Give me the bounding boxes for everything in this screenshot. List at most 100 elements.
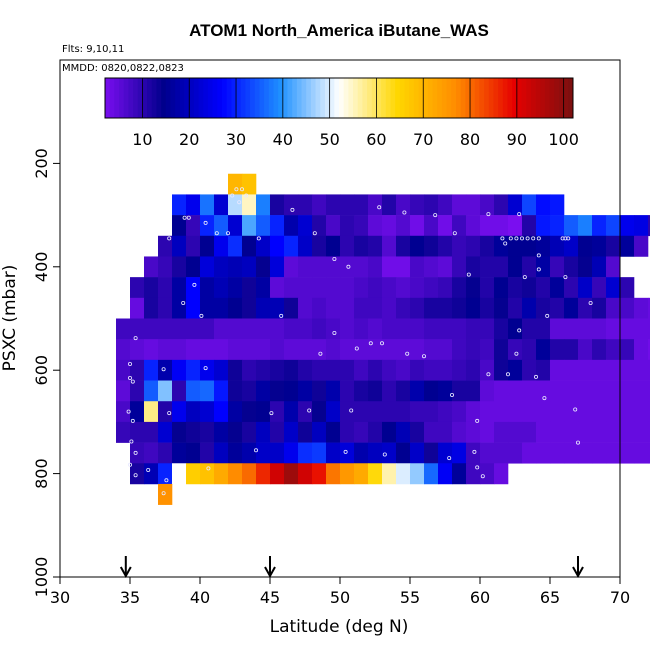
heatmap-cell xyxy=(326,235,341,257)
flight-marker-arrowhead xyxy=(119,566,132,579)
sample-point xyxy=(130,379,135,384)
heatmap-cell xyxy=(172,256,187,278)
dates-label: MMDD: 0820,0822,0823 xyxy=(62,63,184,74)
heatmap-cell xyxy=(130,297,145,319)
heatmap-cell xyxy=(452,359,467,381)
heatmap-cell xyxy=(186,297,201,319)
colorbar-segment xyxy=(156,78,162,118)
heatmap-cell xyxy=(284,380,299,402)
heatmap-cell xyxy=(228,297,243,319)
colorbar-segment xyxy=(175,78,181,118)
colorbar-segment xyxy=(320,78,326,118)
sample-point xyxy=(133,336,138,341)
colorbar-segment xyxy=(133,78,139,118)
heatmap-cell xyxy=(438,318,453,340)
heatmap-cell xyxy=(550,359,565,381)
heatmap-cell xyxy=(242,380,257,402)
heatmap-cell xyxy=(620,401,635,423)
heatmap-cell xyxy=(424,194,439,216)
heatmap-cell xyxy=(228,277,243,299)
heatmap-cell xyxy=(312,297,327,319)
sample-point xyxy=(368,341,373,346)
sample-point xyxy=(127,375,132,380)
heatmap-cell xyxy=(508,401,523,423)
heatmap-cell xyxy=(298,194,313,216)
heatmap-cell xyxy=(508,194,523,216)
heatmap-cell xyxy=(424,339,439,361)
heatmap-cell xyxy=(186,215,201,237)
sample-point xyxy=(402,210,407,215)
heatmap-cell xyxy=(368,442,383,464)
sample-point xyxy=(307,408,312,413)
heatmap-cell xyxy=(368,277,383,299)
heatmap-cell xyxy=(438,442,453,464)
colorbar-segment xyxy=(507,78,513,118)
heatmap-cell xyxy=(424,318,439,340)
heatmap-cell xyxy=(284,421,299,443)
heatmap-cell xyxy=(326,318,341,340)
sample-point xyxy=(161,491,166,496)
heatmap-cell xyxy=(494,297,509,319)
heatmap-cell xyxy=(550,380,565,402)
heatmap-cell xyxy=(256,256,271,278)
sample-point xyxy=(405,351,410,356)
heatmap-cell xyxy=(522,442,537,464)
heatmap-cell xyxy=(312,359,327,381)
heatmap-cell xyxy=(172,359,187,381)
colorbar-segment xyxy=(493,78,499,118)
heatmap-cell xyxy=(172,318,187,340)
heatmap-cell xyxy=(438,421,453,443)
heatmap-cell xyxy=(564,235,579,257)
heatmap-cell xyxy=(648,318,650,340)
heatmap-cell xyxy=(508,256,523,278)
heatmap-cell xyxy=(172,401,187,423)
heatmap-cell xyxy=(620,442,635,464)
heatmap-cell xyxy=(424,401,439,423)
heatmap-cell xyxy=(508,235,523,257)
heatmap-cell xyxy=(438,401,453,423)
heatmap-cell xyxy=(550,235,565,257)
heatmap-cell xyxy=(410,359,425,381)
heatmap-cell xyxy=(228,215,243,237)
sample-point xyxy=(525,236,530,241)
colorbar-segment xyxy=(446,78,452,118)
heatmap-cell xyxy=(298,421,313,443)
sample-point xyxy=(433,213,438,218)
sample-point xyxy=(466,272,471,277)
heatmap-cell xyxy=(578,235,593,257)
colorbar-segment xyxy=(339,78,345,118)
colorbar-segment xyxy=(549,78,555,118)
heatmap-cell xyxy=(396,277,411,299)
heatmap-cell xyxy=(522,421,537,443)
sample-point xyxy=(203,366,208,371)
heatmap-cell xyxy=(354,463,369,485)
heatmap-cell xyxy=(550,339,565,361)
heatmap-cell xyxy=(606,256,621,278)
heatmap-cell xyxy=(592,256,607,278)
colorbar-segment xyxy=(521,78,527,118)
heatmap-cell xyxy=(312,421,327,443)
sample-point xyxy=(503,241,508,246)
heatmap-cell xyxy=(438,463,453,485)
heatmap-cell xyxy=(606,359,621,381)
heatmap-cell xyxy=(130,318,145,340)
colorbar-segment xyxy=(563,78,569,118)
heatmap-cell xyxy=(130,421,145,443)
colorbar-segment xyxy=(423,78,429,118)
heatmap-cell xyxy=(130,359,145,381)
heatmap-cell xyxy=(564,318,579,340)
heatmap-cell xyxy=(466,380,481,402)
heatmap-cell xyxy=(354,215,369,237)
colorbar-segment xyxy=(324,78,331,118)
heatmap-cell xyxy=(410,442,425,464)
heatmap-cell xyxy=(242,359,257,381)
heatmap-cell xyxy=(200,297,215,319)
heatmap-cell xyxy=(214,421,229,443)
heatmap-cell xyxy=(256,318,271,340)
x-axis: 30 35 40 45 50 55 60 65 70 xyxy=(50,577,630,607)
heatmap-cells xyxy=(116,173,650,505)
heatmap-cell xyxy=(158,339,173,361)
heatmap-cell xyxy=(172,215,187,237)
heatmap-cell xyxy=(396,256,411,278)
heatmap-cell xyxy=(368,318,383,340)
